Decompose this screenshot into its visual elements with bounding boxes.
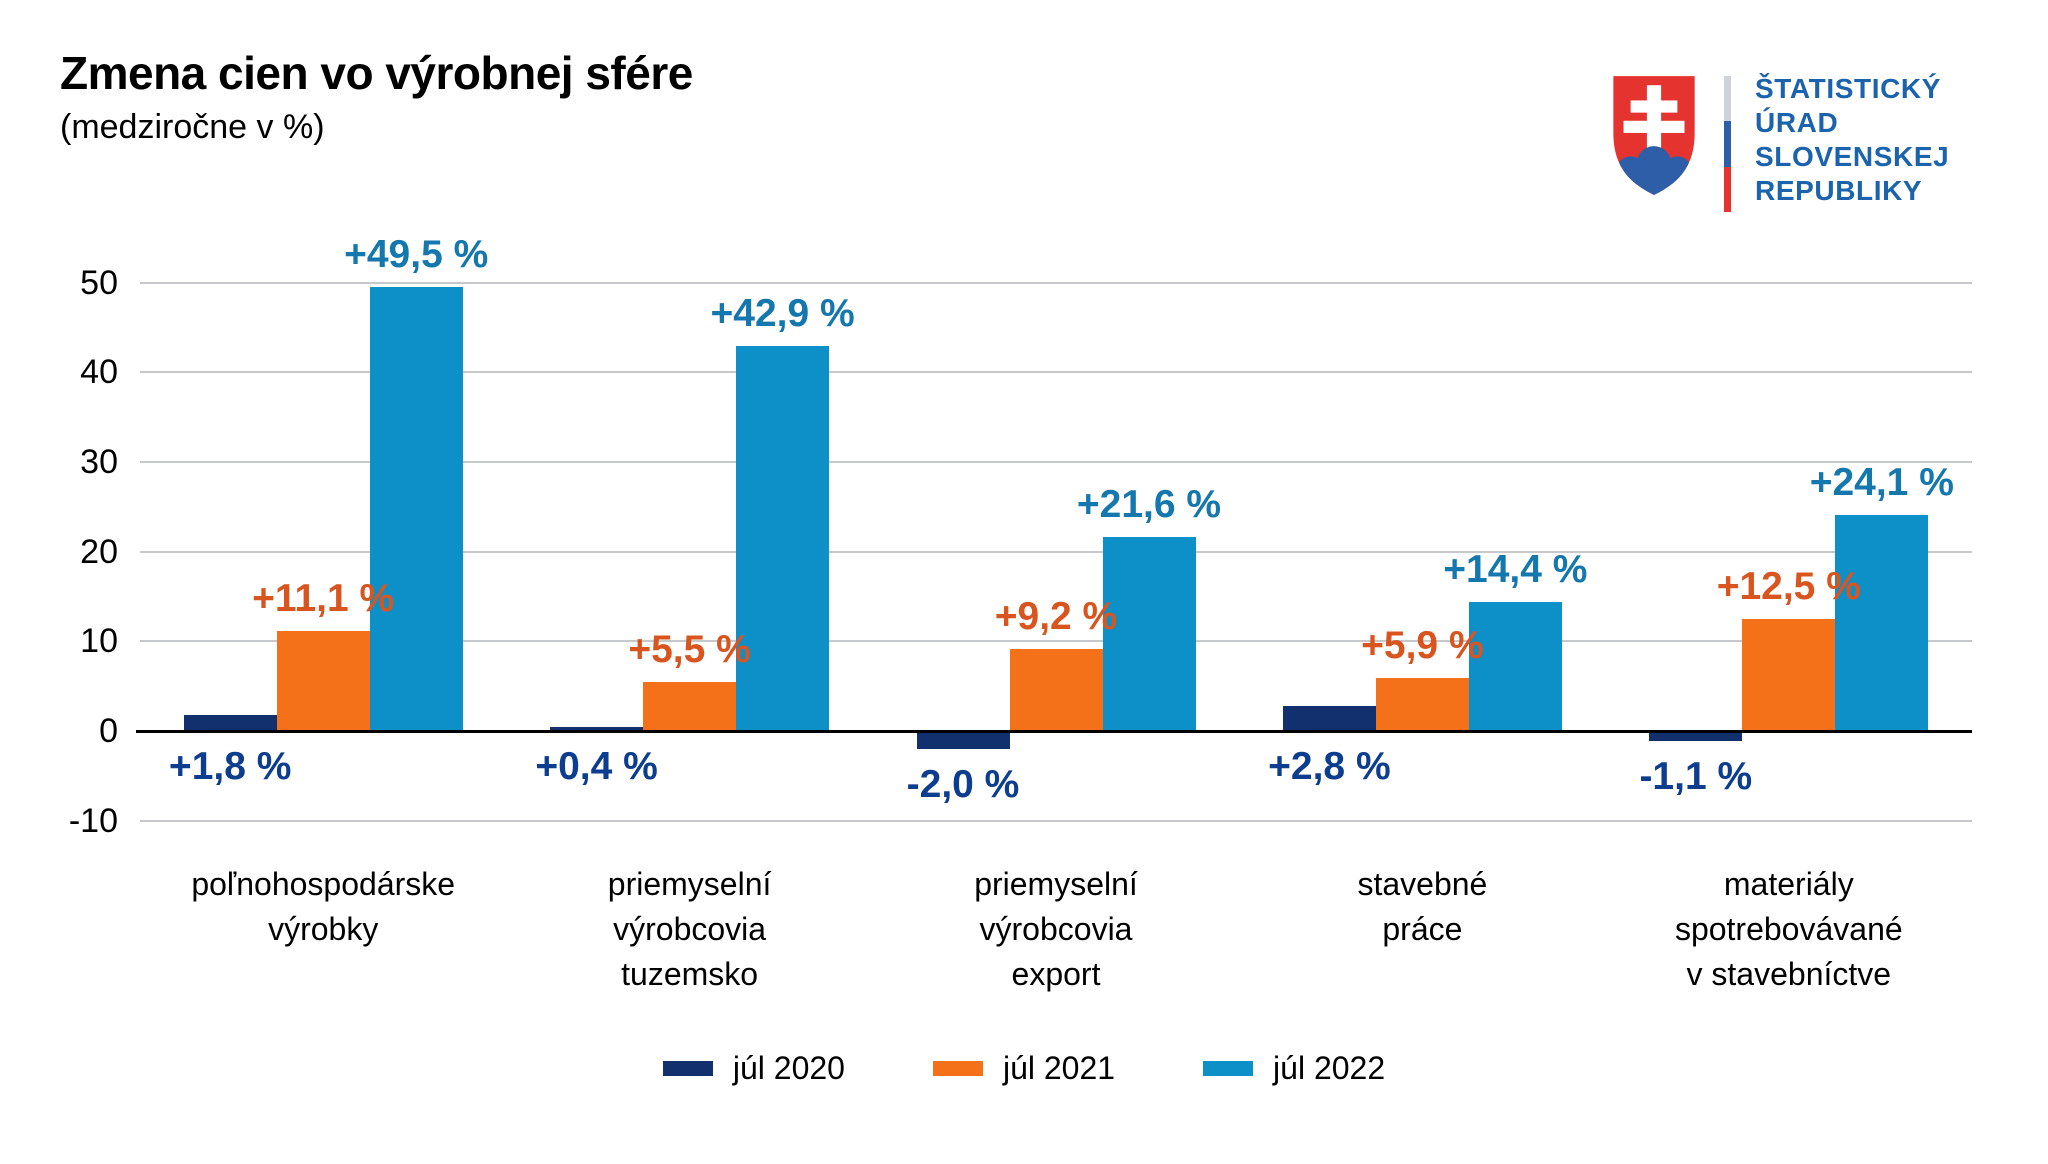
legend-swatch xyxy=(1203,1061,1254,1076)
bar-value-label: +9,2 % xyxy=(994,594,1118,638)
legend-label: júl 2021 xyxy=(1002,1050,1116,1086)
category-label: stavebné práce xyxy=(1357,866,1488,947)
bar-value-label: +11,1 % xyxy=(252,577,395,621)
y-axis-tick-label: -10 xyxy=(68,801,118,840)
legend-swatch xyxy=(932,1061,983,1076)
category-label: materiály spotrebovávané v stavebníctve xyxy=(1674,866,1903,992)
bar-value-label: +42,9 % xyxy=(710,292,855,336)
bar-júl-2021-group-4 xyxy=(1375,678,1469,731)
chart-subtitle: (medziročne v %) xyxy=(60,108,325,146)
logo-line: SLOVENSKEJ xyxy=(1755,141,1950,172)
logo-line: ŠTATISTICKÝ xyxy=(1755,73,1942,104)
bar-júl-2020-group-1 xyxy=(183,714,277,731)
logo-wordmark: ŠTATISTICKÝ ÚRAD SLOVENSKEJ REPUBLIKY xyxy=(1755,72,1949,208)
bar-value-label: -2,0 % xyxy=(906,762,1020,806)
logo-tricolor-divider xyxy=(1724,76,1731,212)
bar-value-label: +24,1 % xyxy=(1809,460,1954,504)
double-cross-icon xyxy=(1623,85,1685,159)
bar-júl-2020-group-4 xyxy=(1282,705,1376,731)
bar-value-label: +1,8 % xyxy=(168,745,292,788)
bar-júl-2022-group-3 xyxy=(1102,537,1196,731)
bar-júl-2021-group-3 xyxy=(1009,648,1103,731)
divider-segment-white xyxy=(1724,76,1731,122)
chart-title: Zmena cien vo výrobnej sfére xyxy=(60,47,693,99)
bar-value-label: +12,5 % xyxy=(1716,564,1861,608)
bar-value-label: +5,9 % xyxy=(1361,624,1484,668)
bar-júl-2020-group-5 xyxy=(1649,731,1743,741)
y-axis-tick-label: 10 xyxy=(80,622,118,661)
gridline xyxy=(140,371,1972,374)
gridline xyxy=(140,640,1972,643)
x-axis-line xyxy=(136,730,1972,733)
bar-value-label: +0,4 % xyxy=(535,745,658,788)
y-axis-tick-label: 40 xyxy=(80,353,118,392)
bar-júl-2021-group-1 xyxy=(276,631,370,731)
gridline xyxy=(140,281,1972,284)
legend-swatch xyxy=(662,1061,713,1076)
y-axis-tick-label: 20 xyxy=(80,532,118,571)
bar-value-label: +14,4 % xyxy=(1443,547,1588,591)
bar-júl-2022-group-5 xyxy=(1835,514,1929,731)
gridline xyxy=(140,819,1972,822)
category-label: poľnohospodárske výrobky xyxy=(191,866,456,947)
bar-júl-2020-group-3 xyxy=(916,731,1010,749)
slovak-coat-of-arms-icon xyxy=(1613,76,1695,195)
gridline xyxy=(140,461,1972,464)
legend-label: júl 2022 xyxy=(1273,1050,1386,1086)
category-label: priemyselní výrobcovia tuzemsko xyxy=(607,866,772,992)
bar-value-label: -1,1 % xyxy=(1639,754,1753,798)
legend-item: júl 2021 xyxy=(932,1050,1116,1087)
statistical-office-logo: ŠTATISTICKÝ ÚRAD SLOVENSKEJ REPUBLIKY xyxy=(1610,72,1949,212)
y-axis-tick-label: 50 xyxy=(80,263,118,302)
bar-júl-2021-group-2 xyxy=(643,681,737,731)
divider-segment-blue xyxy=(1724,121,1731,167)
bar-júl-2020-group-2 xyxy=(550,727,644,731)
y-axis-tick-label: 30 xyxy=(80,443,118,482)
legend-item: júl 2020 xyxy=(662,1050,845,1087)
y-axis-tick-label: 0 xyxy=(99,712,118,750)
gridline xyxy=(140,550,1972,553)
bar-value-label: +21,6 % xyxy=(1076,483,1222,527)
legend-item: júl 2022 xyxy=(1203,1050,1385,1087)
bar-júl-2022-group-1 xyxy=(369,287,463,731)
bar-value-label: +5,5 % xyxy=(628,627,751,671)
bar-júl-2022-group-2 xyxy=(736,346,830,731)
bar-júl-2021-group-5 xyxy=(1742,618,1836,731)
legend-label: júl 2020 xyxy=(732,1050,845,1086)
bar-value-label: +2,8 % xyxy=(1268,745,1391,788)
category-label: priemyselní výrobcovia export xyxy=(974,866,1138,992)
logo-line: REPUBLIKY xyxy=(1755,175,1923,206)
bar-value-label: +49,5 % xyxy=(344,233,489,277)
logo-line: ÚRAD xyxy=(1755,107,1839,138)
legend: júl 2020 júl 2021 júl 2022 xyxy=(0,1050,2048,1087)
divider-segment-red xyxy=(1724,166,1731,212)
bar-júl-2022-group-4 xyxy=(1468,601,1562,731)
